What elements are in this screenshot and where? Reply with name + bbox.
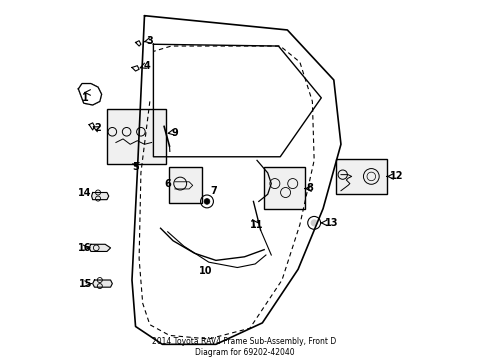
- Text: 2014 Toyota RAV4 Frame Sub-Assembly, Front D
Diagram for 69202-42040: 2014 Toyota RAV4 Frame Sub-Assembly, Fro…: [152, 337, 336, 357]
- Text: 6: 6: [164, 179, 171, 189]
- Text: 8: 8: [305, 183, 312, 193]
- Text: 3: 3: [146, 36, 153, 46]
- Text: 14: 14: [78, 188, 92, 198]
- Text: 7: 7: [210, 186, 217, 197]
- Polygon shape: [93, 280, 112, 287]
- Polygon shape: [78, 84, 102, 105]
- Text: 16: 16: [78, 243, 91, 253]
- Text: 9: 9: [171, 128, 178, 138]
- Text: 13: 13: [324, 218, 338, 228]
- Circle shape: [311, 220, 316, 226]
- Text: 5: 5: [132, 162, 139, 172]
- Text: 4: 4: [143, 62, 150, 71]
- FancyBboxPatch shape: [169, 167, 201, 203]
- Text: 12: 12: [389, 171, 403, 181]
- Text: 10: 10: [198, 266, 211, 276]
- Polygon shape: [91, 193, 108, 200]
- FancyBboxPatch shape: [335, 158, 386, 194]
- Text: 11: 11: [250, 220, 263, 230]
- FancyBboxPatch shape: [264, 167, 305, 208]
- FancyBboxPatch shape: [107, 109, 165, 164]
- Polygon shape: [89, 244, 110, 251]
- Circle shape: [203, 199, 209, 204]
- Text: 15: 15: [79, 279, 92, 289]
- Text: 1: 1: [82, 93, 89, 103]
- Text: 2: 2: [95, 123, 101, 133]
